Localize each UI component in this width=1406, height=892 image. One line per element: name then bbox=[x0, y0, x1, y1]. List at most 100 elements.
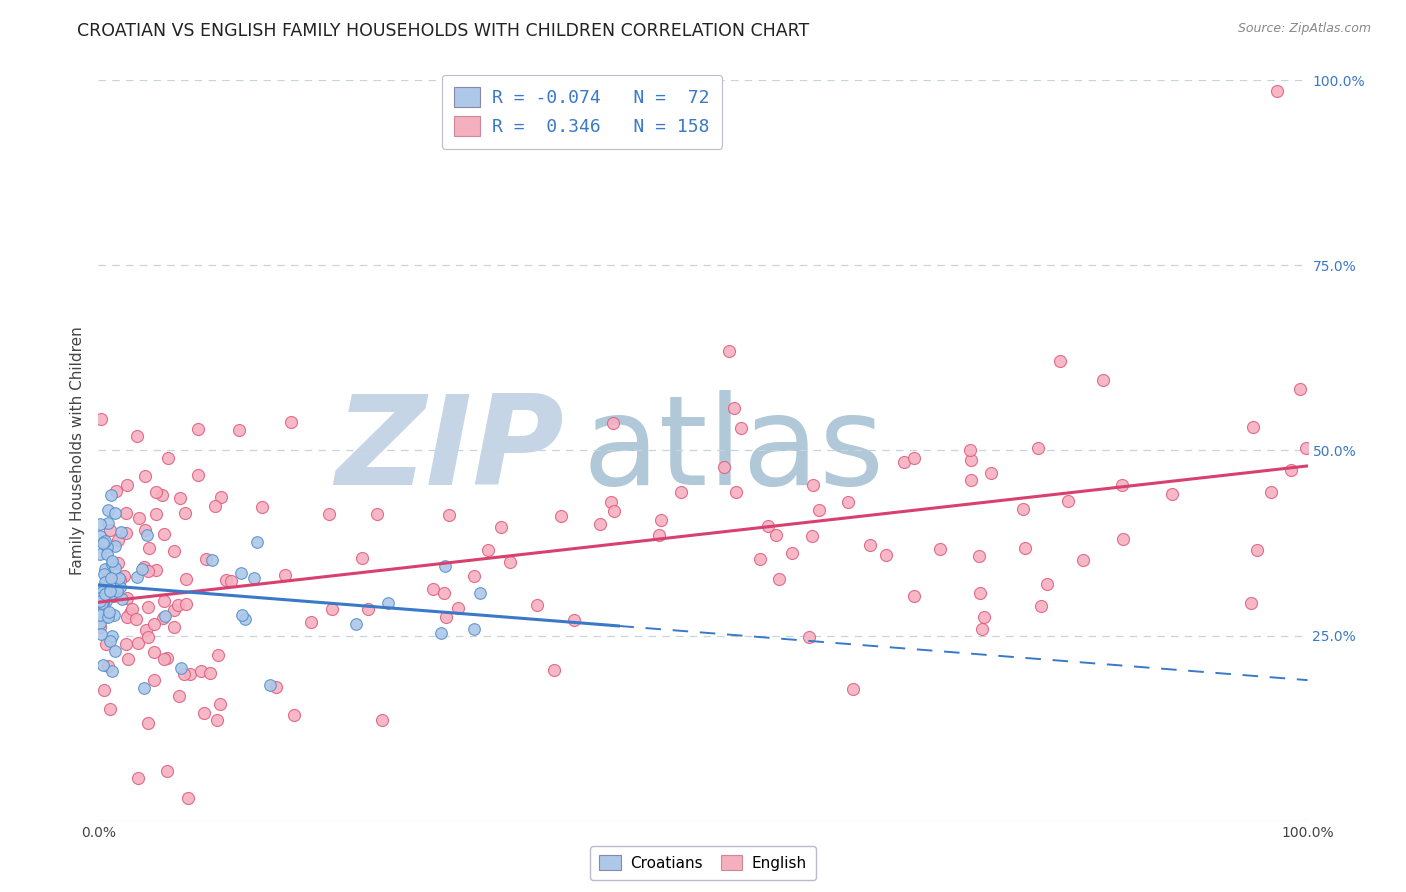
Y-axis label: Family Households with Children: Family Households with Children bbox=[70, 326, 86, 574]
Point bbox=[93, 534, 115, 549]
Point bbox=[437, 508, 460, 523]
Point bbox=[91, 595, 114, 609]
Point bbox=[550, 508, 572, 523]
Point bbox=[167, 689, 190, 703]
Point bbox=[96, 547, 118, 561]
Point bbox=[93, 682, 115, 697]
Point bbox=[960, 453, 983, 467]
Point bbox=[136, 599, 159, 614]
Point bbox=[780, 545, 803, 559]
Point bbox=[136, 630, 159, 644]
Point bbox=[135, 623, 157, 637]
Point bbox=[602, 416, 624, 430]
Point bbox=[104, 561, 127, 575]
Point bbox=[101, 553, 124, 567]
Point bbox=[648, 527, 671, 541]
Point bbox=[90, 596, 112, 610]
Point bbox=[208, 697, 231, 711]
Point bbox=[100, 585, 122, 599]
Point bbox=[100, 571, 122, 585]
Point bbox=[145, 508, 167, 522]
Point bbox=[101, 629, 124, 643]
Point bbox=[280, 416, 302, 430]
Point bbox=[103, 589, 125, 603]
Point bbox=[112, 568, 135, 582]
Point bbox=[749, 551, 772, 566]
Point bbox=[163, 603, 186, 617]
Point bbox=[117, 652, 139, 666]
Point bbox=[143, 616, 166, 631]
Point bbox=[929, 541, 952, 556]
Point bbox=[463, 568, 485, 582]
Point bbox=[187, 422, 209, 436]
Point bbox=[321, 602, 343, 616]
Point bbox=[173, 506, 195, 520]
Point bbox=[1049, 353, 1071, 368]
Point bbox=[152, 610, 174, 624]
Point bbox=[893, 454, 915, 468]
Point bbox=[89, 547, 111, 561]
Point bbox=[115, 610, 138, 624]
Point bbox=[108, 580, 131, 594]
Point bbox=[589, 516, 612, 531]
Point bbox=[1014, 541, 1036, 555]
Point bbox=[980, 466, 1002, 480]
Point bbox=[499, 554, 522, 568]
Point bbox=[115, 637, 138, 651]
Point bbox=[179, 667, 201, 681]
Point bbox=[136, 528, 159, 542]
Point bbox=[143, 673, 166, 687]
Point bbox=[93, 567, 115, 582]
Point bbox=[103, 607, 125, 622]
Text: atlas: atlas bbox=[582, 390, 884, 511]
Point bbox=[352, 551, 374, 566]
Point bbox=[434, 610, 457, 624]
Point bbox=[174, 597, 197, 611]
Point bbox=[145, 485, 167, 500]
Point bbox=[195, 551, 218, 566]
Text: ZIP: ZIP bbox=[335, 390, 564, 511]
Point bbox=[1026, 441, 1049, 455]
Point bbox=[90, 585, 112, 599]
Point bbox=[125, 569, 148, 583]
Point bbox=[842, 682, 865, 697]
Point bbox=[344, 617, 367, 632]
Point bbox=[231, 607, 253, 622]
Point bbox=[93, 534, 115, 549]
Point bbox=[600, 495, 623, 509]
Point bbox=[118, 607, 141, 621]
Point bbox=[429, 626, 451, 640]
Point bbox=[1071, 553, 1094, 567]
Point bbox=[97, 659, 120, 673]
Point bbox=[107, 556, 129, 570]
Point bbox=[89, 607, 111, 622]
Point bbox=[242, 571, 264, 585]
Point bbox=[134, 469, 156, 483]
Point bbox=[121, 602, 143, 616]
Point bbox=[91, 600, 114, 615]
Point bbox=[960, 473, 983, 487]
Point bbox=[110, 524, 132, 539]
Point bbox=[274, 567, 297, 582]
Point bbox=[1161, 487, 1184, 501]
Point bbox=[1092, 373, 1115, 387]
Point bbox=[128, 511, 150, 525]
Point bbox=[169, 660, 191, 674]
Point bbox=[231, 566, 253, 581]
Point bbox=[94, 594, 117, 608]
Point bbox=[283, 707, 305, 722]
Point bbox=[127, 429, 149, 443]
Point bbox=[150, 488, 173, 502]
Point bbox=[174, 572, 197, 586]
Point bbox=[173, 667, 195, 681]
Point bbox=[756, 519, 779, 533]
Point bbox=[108, 571, 131, 585]
Point bbox=[543, 663, 565, 677]
Point bbox=[603, 503, 626, 517]
Point bbox=[110, 574, 132, 588]
Point bbox=[89, 620, 111, 634]
Legend: Croatians, English: Croatians, English bbox=[591, 846, 815, 880]
Point bbox=[153, 527, 176, 541]
Point bbox=[875, 548, 897, 562]
Point bbox=[246, 534, 269, 549]
